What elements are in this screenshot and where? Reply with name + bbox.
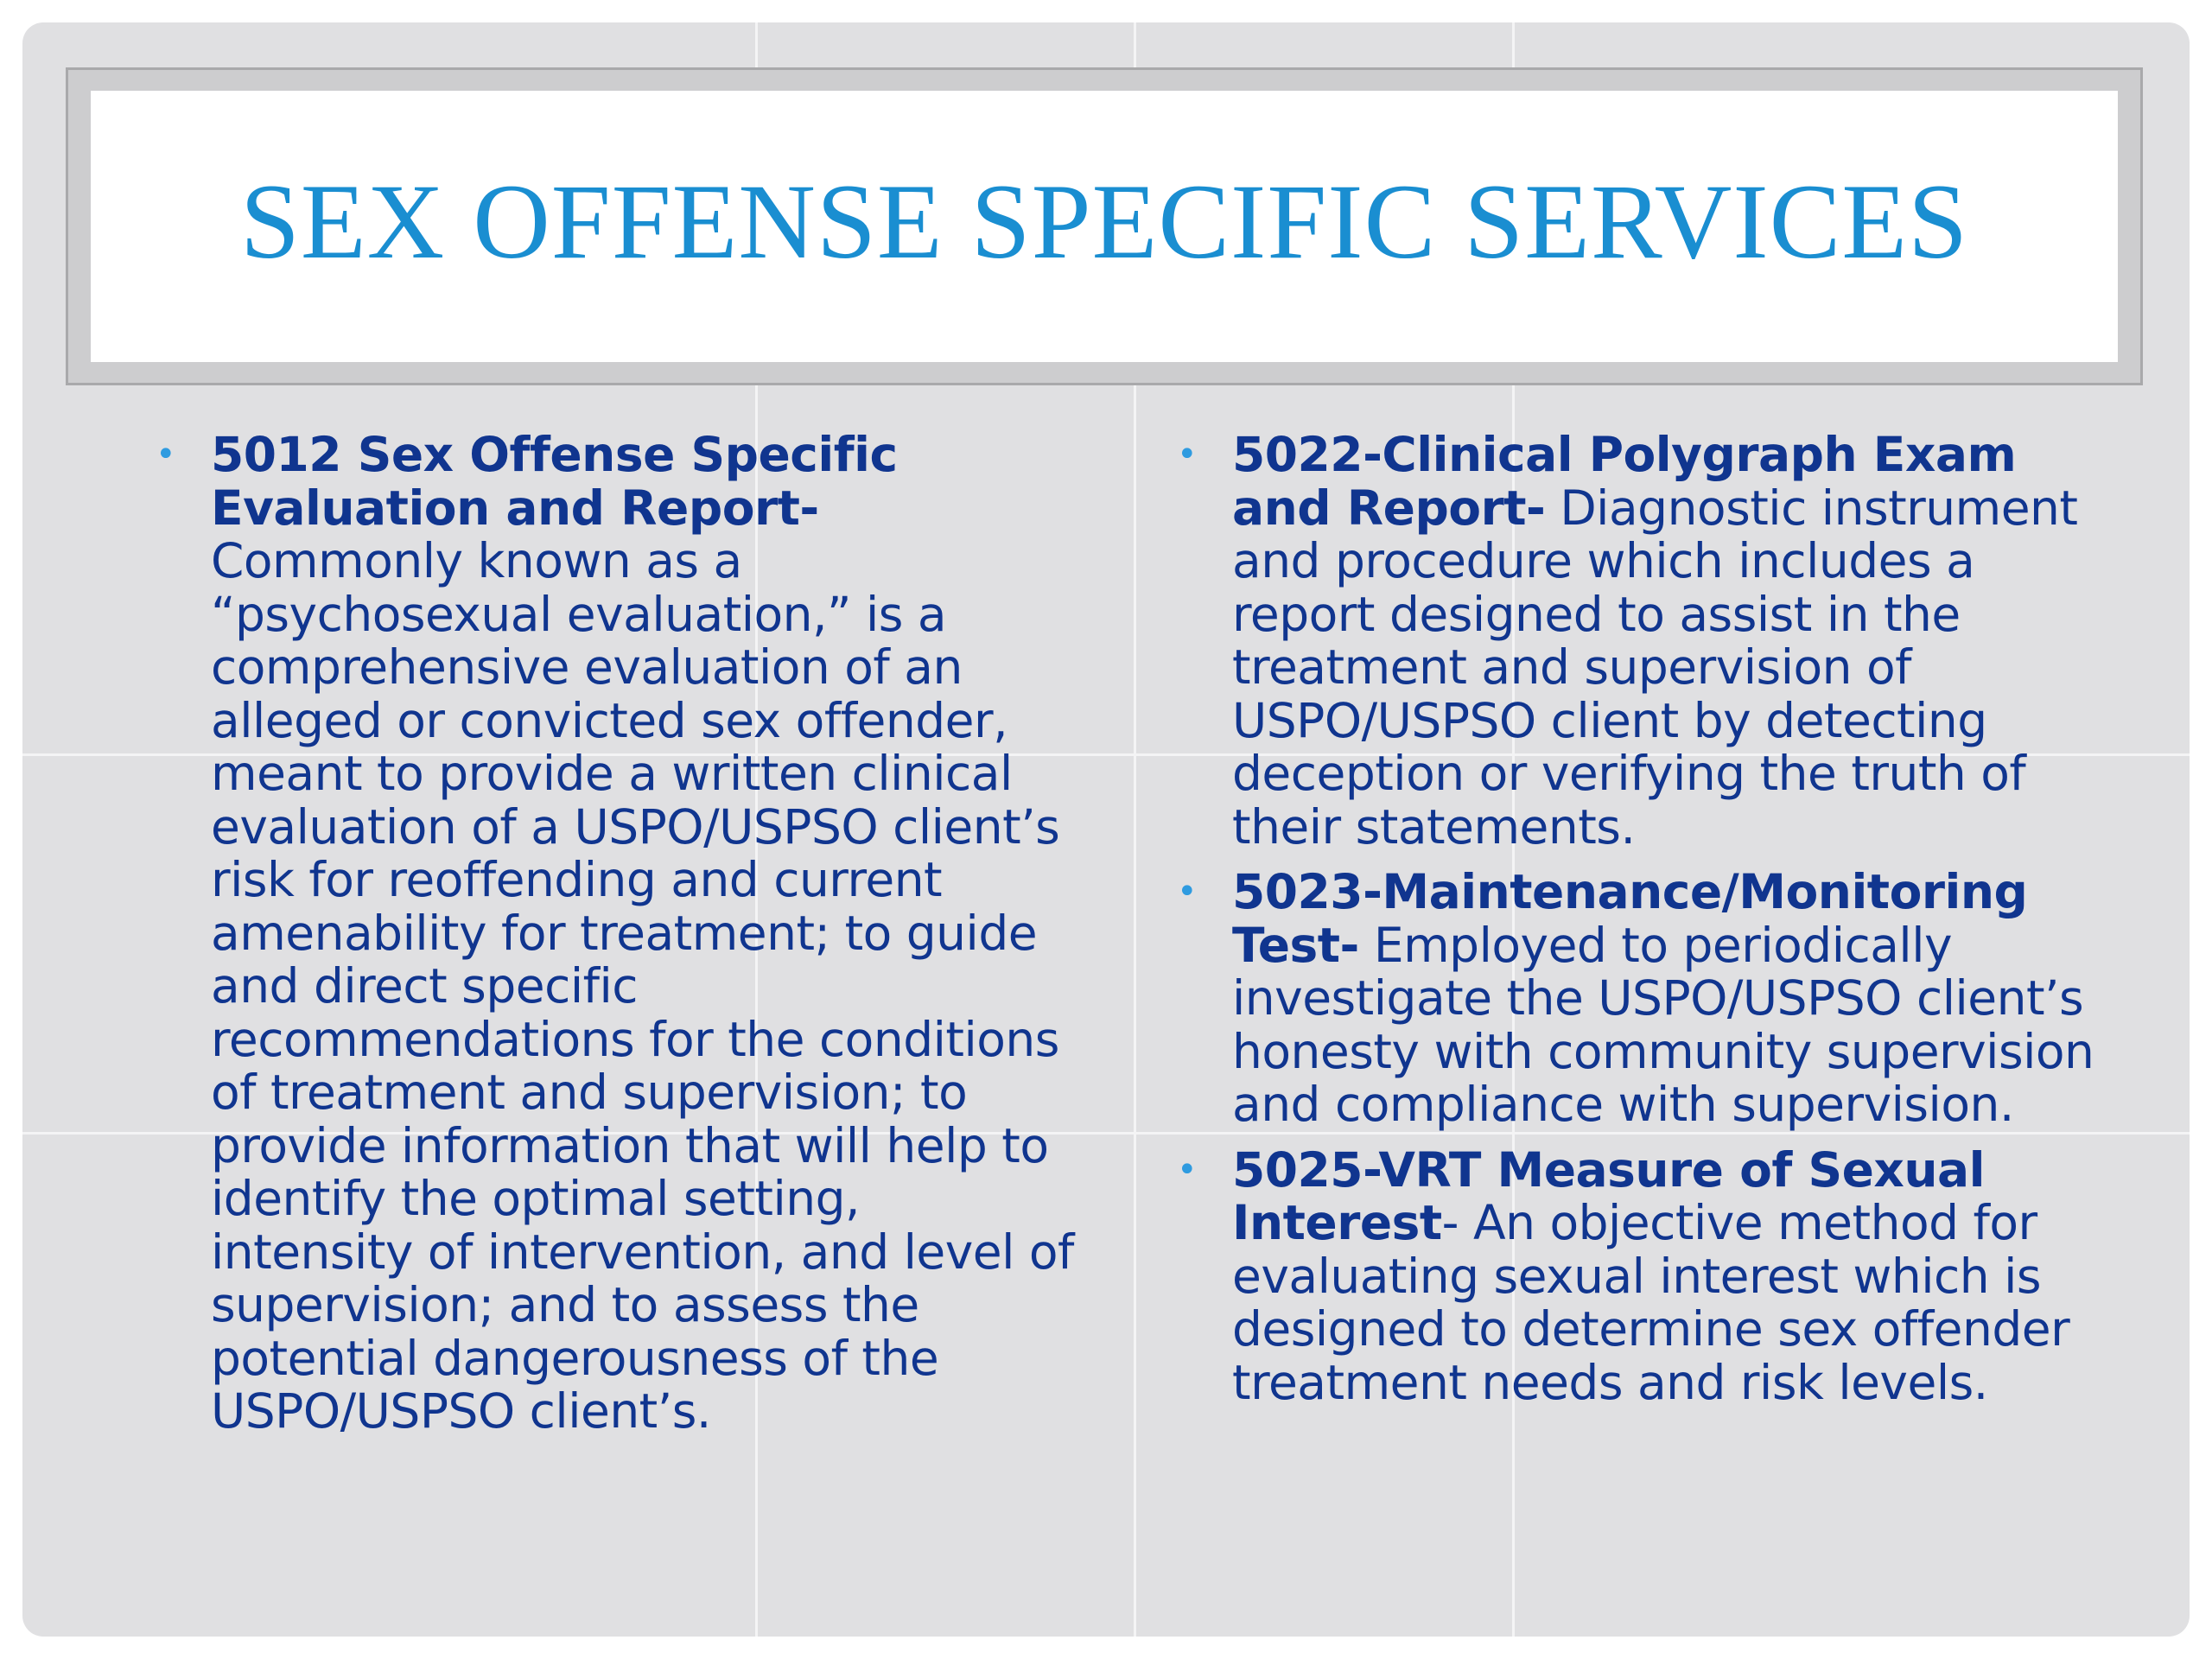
- bullet-icon: •: [1177, 1149, 1198, 1190]
- background-grid-line: [1134, 22, 1136, 1637]
- item-heading: 5022-Clinical Polygraph Exam and Report-: [1232, 427, 2017, 536]
- bullet-item-5012: • 5012 Sex Offense Specific Evaluation a…: [156, 427, 1075, 1439]
- item-heading: 5025-VRT Measure of Sexual Interest: [1232, 1141, 1986, 1250]
- title-frame: SEX OFFENSE SPECIFIC SERVICES: [66, 67, 2143, 385]
- item-body: Diagnostic instrument and procedure whic…: [1232, 480, 2078, 855]
- slide-title: SEX OFFENSE SPECIFIC SERVICES: [239, 162, 1969, 281]
- bullet-icon: •: [156, 435, 176, 474]
- bullet-icon: •: [1177, 435, 1198, 474]
- bullet-item-5025: • 5025-VRT Measure of Sexual Interest- A…: [1177, 1141, 2096, 1410]
- bullet-item-5023: • 5023-Maintenance/Monitoring Test- Empl…: [1177, 864, 2096, 1132]
- left-column: • 5012 Sex Offense Specific Evaluation a…: [156, 427, 1075, 1451]
- right-column: • 5022-Clinical Polygraph Exam and Repor…: [1177, 427, 2096, 1421]
- title-box: SEX OFFENSE SPECIFIC SERVICES: [91, 91, 2118, 362]
- item-body: - An objective method for evaluating sex…: [1232, 1195, 2070, 1410]
- background-grid-line: [22, 1132, 2190, 1135]
- background-grid-line: [22, 753, 2190, 756]
- bullet-item-5022: • 5022-Clinical Polygraph Exam and Repor…: [1177, 427, 2096, 855]
- item-heading: 5023-Maintenance/Monitoring Test-: [1232, 864, 2028, 973]
- background-grid-line: [1512, 22, 1515, 1637]
- item-body: Commonly known as a “psychosexual evalua…: [211, 533, 1074, 1439]
- item-body: Employed to periodically investigate the…: [1232, 917, 2094, 1132]
- bullet-icon: •: [1177, 872, 1198, 912]
- left-bullet-list: • 5012 Sex Offense Specific Evaluation a…: [156, 427, 1075, 1439]
- item-heading: 5012 Sex Offense Specific Evaluation and…: [211, 427, 898, 536]
- background-grid-line: [755, 22, 758, 1637]
- right-bullet-list: • 5022-Clinical Polygraph Exam and Repor…: [1177, 427, 2096, 1410]
- slide: SEX OFFENSE SPECIFIC SERVICES • 5012 Sex…: [22, 22, 2190, 1637]
